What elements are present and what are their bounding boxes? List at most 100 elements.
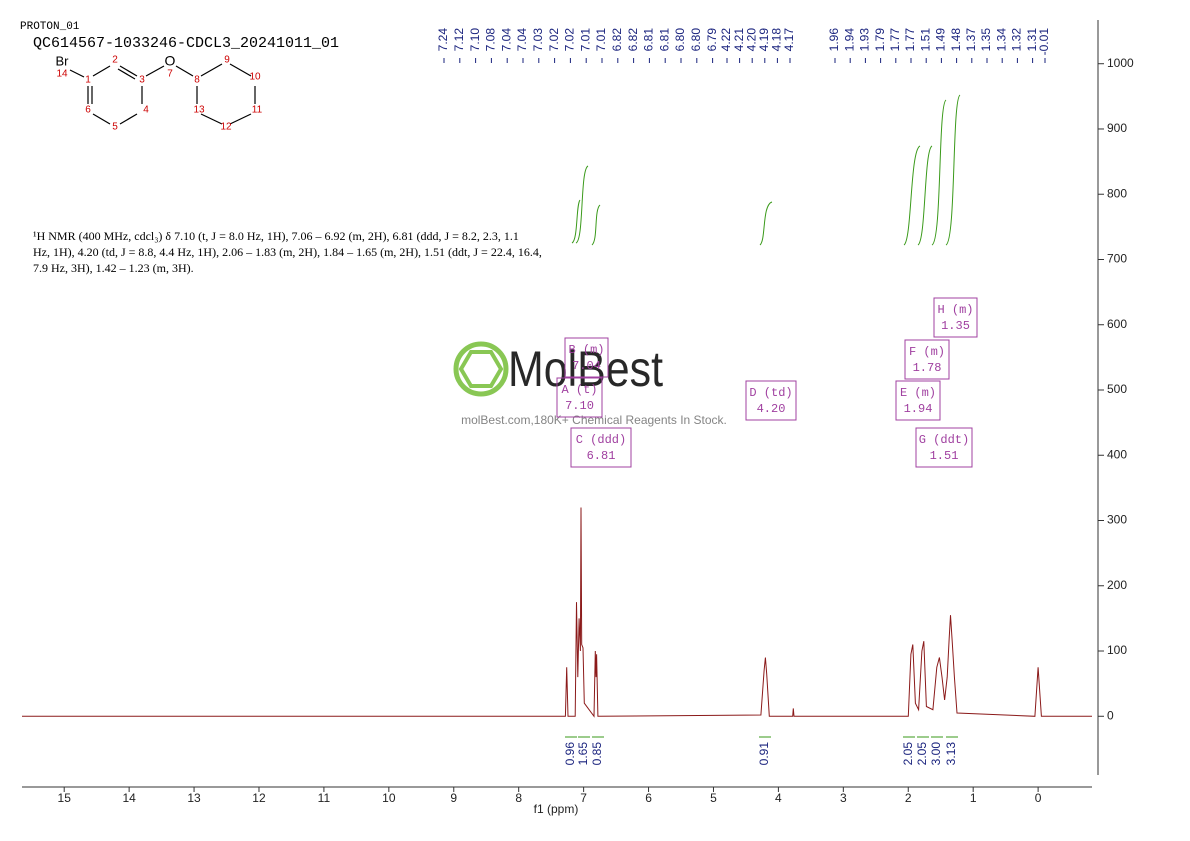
peak-label: -0.01 xyxy=(1037,28,1051,56)
peak-label: 7.10 xyxy=(468,28,482,52)
atom-label: 12 xyxy=(220,122,232,133)
atom-label: Br xyxy=(56,53,70,68)
peak-label: 4.20 xyxy=(744,28,758,52)
multiplet-box xyxy=(745,380,797,421)
x-tick-label: 5 xyxy=(710,791,717,805)
description-line: Hz, 1H), 4.20 (td, J = 8.8, 4.4 Hz, 1H),… xyxy=(33,245,542,259)
nmr-description: ¹H NMR (400 MHz, cdcl₃) δ 7.10 (t, J = 8… xyxy=(33,229,542,275)
peak-label: 1.93 xyxy=(858,28,872,52)
multiplet-box xyxy=(915,427,973,468)
multiplet-box xyxy=(556,377,603,418)
multiplet-label: F (m) xyxy=(909,345,945,359)
experiment-name: PROTON_01 xyxy=(20,21,80,33)
description-line: ¹H NMR (400 MHz, cdcl₃) δ 7.10 (t, J = 8… xyxy=(33,229,519,243)
atom-label: 8 xyxy=(194,75,200,86)
peak-label: 1.94 xyxy=(842,28,856,52)
x-tick-label: 7 xyxy=(580,791,587,805)
atom-label: 11 xyxy=(252,105,263,116)
multiplet-shift: 1.94 xyxy=(904,402,933,416)
peak-label: 4.18 xyxy=(770,28,784,52)
peak-label: 7.02 xyxy=(547,28,561,52)
logo-hex xyxy=(458,350,504,388)
y-tick-label: 600 xyxy=(1107,317,1127,331)
peak-label: 7.24 xyxy=(436,28,450,52)
x-tick-label: 10 xyxy=(382,791,396,805)
multiplet-shift: 7.04 xyxy=(572,359,601,373)
logo-tagline: molBest.com,180K+ Chemical Reagents In S… xyxy=(461,413,727,427)
multiplet-shift: 1.78 xyxy=(913,361,942,375)
peak-label: 1.48 xyxy=(949,28,963,52)
peak-label: 7.04 xyxy=(499,28,513,52)
x-tick-label: 11 xyxy=(318,791,331,805)
peak-label: 6.79 xyxy=(705,28,719,52)
spectrum-plot: 15 14 13 12 11 10 9 8 7 6 5 4 3 2 1 0f1 (ppm)0100200300… xyxy=(22,20,1134,816)
atom-label: 6 xyxy=(85,105,91,116)
atom-label: 3 xyxy=(139,75,145,86)
x-tick-label: 0 xyxy=(1035,791,1042,805)
peak-label: 6.82 xyxy=(610,28,624,52)
peak-label: 1.79 xyxy=(873,28,887,52)
integral-value: 0.91 xyxy=(757,742,771,766)
atom-label: 9 xyxy=(224,55,230,66)
peak-label: 1.37 xyxy=(964,28,978,52)
integral-value: 0.85 xyxy=(590,742,604,766)
integral-value: 2.05 xyxy=(915,742,929,766)
logo-ring xyxy=(453,341,509,397)
peak-label: 1.31 xyxy=(1025,28,1039,52)
peak-label: 6.80 xyxy=(689,28,703,52)
y-tick-label: 700 xyxy=(1107,252,1127,266)
integral-value: 2.05 xyxy=(901,742,915,766)
atom-label: 4 xyxy=(143,105,149,116)
peak-label: 7.02 xyxy=(563,28,577,52)
multiplet-box xyxy=(895,380,941,421)
x-tick-label: 3 xyxy=(840,791,847,805)
atom-label: 10 xyxy=(249,72,261,83)
multiplet-label: D (td) xyxy=(749,386,792,400)
peak-label: 1.77 xyxy=(888,28,902,52)
y-tick-label: 200 xyxy=(1107,578,1127,592)
peak-label: 7.01 xyxy=(594,28,608,52)
peak-label: 1.77 xyxy=(903,28,917,52)
peak-label: 1.51 xyxy=(918,28,932,52)
peak-label: 4.21 xyxy=(732,28,746,52)
y-tick-label: 900 xyxy=(1107,121,1127,135)
x-tick-label: 6 xyxy=(645,791,652,805)
multiplet-shift: 7.10 xyxy=(565,399,594,413)
peak-label: 6.81 xyxy=(657,28,671,52)
integral-curves xyxy=(571,94,961,246)
peak-label: 1.35 xyxy=(979,28,993,52)
multiplet-label: A (t) xyxy=(561,383,597,397)
multiplet-box xyxy=(570,427,632,468)
atom-label: O xyxy=(165,53,176,69)
atom-label: 2 xyxy=(112,55,118,66)
y-tick-label: 1000 xyxy=(1107,56,1134,70)
multiplet-label: G (ddt) xyxy=(919,433,969,447)
x-tick-label: 13 xyxy=(187,791,201,805)
x-tick-label: 15 xyxy=(58,791,72,805)
multiplet-label: H (m) xyxy=(937,303,973,317)
multiplet-label: E (m) xyxy=(900,386,936,400)
integral-value: 0.96 xyxy=(563,742,577,766)
peak-label: 1.32 xyxy=(1010,28,1024,52)
multiplet-label: C (ddd) xyxy=(576,433,626,447)
peak-label: 6.80 xyxy=(673,28,687,52)
multiplet-shift: 1.51 xyxy=(930,449,959,463)
y-tick-label: 400 xyxy=(1107,447,1127,461)
peak-label: 1.49 xyxy=(934,28,948,52)
multiplet-shift: 6.81 xyxy=(587,449,616,463)
sample-name: QC614567-1033246-CDCL3_20241011_01 xyxy=(33,35,339,52)
x-tick-label: 2 xyxy=(905,791,912,805)
y-tick-label: 800 xyxy=(1107,186,1127,200)
integral-value: 3.13 xyxy=(944,742,958,766)
multiplet-box xyxy=(564,337,609,378)
integral-value: 1.65 xyxy=(576,742,590,766)
peak-label: 6.82 xyxy=(626,28,640,52)
x-tick-label: 14 xyxy=(122,791,136,805)
spectrum-line xyxy=(22,507,1092,718)
structure-bonds xyxy=(69,63,256,125)
x-tick-label: 9 xyxy=(450,791,457,805)
peak-label: 7.01 xyxy=(578,28,592,52)
atom-label: 14 xyxy=(56,69,68,80)
